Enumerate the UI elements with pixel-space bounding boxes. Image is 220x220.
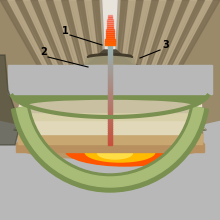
Polygon shape (14, 105, 206, 130)
Polygon shape (110, 0, 135, 123)
Polygon shape (21, 93, 199, 98)
Ellipse shape (18, 124, 202, 150)
Polygon shape (123, 0, 182, 132)
Polygon shape (19, 104, 201, 112)
Ellipse shape (13, 70, 207, 114)
Ellipse shape (17, 112, 203, 138)
Polygon shape (112, 0, 143, 125)
Polygon shape (67, 71, 153, 78)
Polygon shape (115, 0, 151, 126)
Ellipse shape (28, 101, 192, 112)
Polygon shape (106, 0, 120, 120)
Polygon shape (0, 0, 86, 140)
Ellipse shape (28, 75, 192, 109)
Polygon shape (0, 55, 20, 145)
Ellipse shape (13, 70, 207, 114)
Polygon shape (121, 0, 174, 131)
Polygon shape (62, 0, 103, 128)
Polygon shape (15, 0, 90, 137)
Polygon shape (23, 0, 92, 135)
Polygon shape (72, 63, 148, 77)
Polygon shape (130, 0, 205, 137)
Ellipse shape (20, 89, 200, 115)
Wedge shape (16, 107, 204, 187)
Ellipse shape (85, 142, 155, 162)
Polygon shape (54, 0, 101, 129)
Polygon shape (77, 0, 108, 125)
Polygon shape (108, 0, 128, 121)
Polygon shape (31, 0, 95, 134)
Ellipse shape (97, 147, 132, 159)
Text: 2: 2 (40, 47, 47, 57)
Polygon shape (36, 97, 184, 110)
Polygon shape (8, 65, 212, 94)
Ellipse shape (16, 139, 204, 150)
Polygon shape (134, 0, 220, 140)
Polygon shape (46, 0, 99, 131)
Ellipse shape (21, 114, 199, 125)
Polygon shape (87, 53, 133, 57)
Polygon shape (18, 134, 202, 140)
Polygon shape (38, 0, 97, 132)
Ellipse shape (18, 104, 202, 130)
Polygon shape (84, 55, 136, 67)
Polygon shape (49, 80, 171, 99)
Polygon shape (92, 0, 112, 121)
Polygon shape (18, 142, 202, 148)
Ellipse shape (21, 73, 199, 112)
Polygon shape (103, 0, 117, 100)
Polygon shape (119, 0, 166, 129)
Ellipse shape (19, 95, 201, 121)
Polygon shape (0, 0, 220, 145)
Ellipse shape (18, 128, 202, 139)
Polygon shape (18, 114, 202, 120)
Ellipse shape (18, 137, 202, 159)
Polygon shape (77, 62, 143, 68)
Ellipse shape (21, 83, 199, 109)
Ellipse shape (18, 132, 202, 158)
Polygon shape (56, 80, 164, 89)
Polygon shape (26, 97, 194, 119)
Polygon shape (117, 0, 158, 128)
Polygon shape (46, 88, 174, 99)
Polygon shape (85, 0, 110, 123)
Text: 3: 3 (162, 40, 169, 50)
Polygon shape (26, 105, 194, 120)
Polygon shape (125, 0, 189, 134)
Polygon shape (14, 50, 206, 130)
Polygon shape (18, 134, 202, 144)
Polygon shape (37, 88, 183, 109)
Ellipse shape (89, 145, 101, 151)
Polygon shape (28, 106, 192, 112)
Ellipse shape (11, 67, 209, 117)
Polygon shape (128, 0, 197, 135)
Polygon shape (26, 112, 194, 120)
Polygon shape (18, 130, 202, 148)
Polygon shape (61, 72, 159, 88)
Ellipse shape (166, 136, 174, 140)
Polygon shape (69, 0, 105, 126)
Ellipse shape (132, 141, 148, 149)
Text: 1: 1 (62, 26, 69, 36)
Wedge shape (11, 106, 209, 192)
Polygon shape (17, 120, 203, 130)
Polygon shape (100, 0, 114, 120)
Polygon shape (16, 144, 204, 152)
Polygon shape (20, 99, 200, 104)
Polygon shape (8, 0, 88, 138)
Polygon shape (112, 0, 119, 100)
Polygon shape (132, 0, 212, 138)
Ellipse shape (155, 139, 165, 145)
Ellipse shape (26, 106, 194, 117)
Polygon shape (101, 0, 108, 100)
Ellipse shape (65, 134, 185, 166)
Polygon shape (21, 120, 199, 134)
